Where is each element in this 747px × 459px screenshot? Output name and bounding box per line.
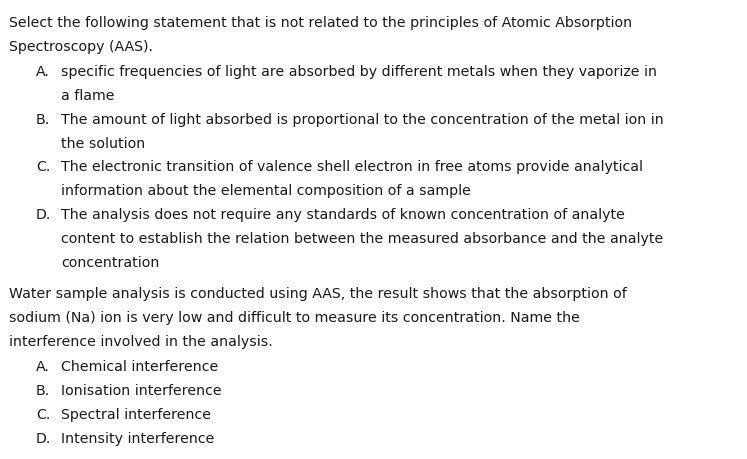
Text: Ionisation interference: Ionisation interference — [61, 384, 222, 398]
Text: B.: B. — [36, 384, 50, 398]
Text: Spectral interference: Spectral interference — [61, 408, 211, 422]
Text: Water sample analysis is conducted using AAS, the result shows that the absorpti: Water sample analysis is conducted using… — [9, 287, 627, 301]
Text: The analysis does not require any standards of known concentration of analyte: The analysis does not require any standa… — [61, 208, 625, 222]
Text: Intensity interference: Intensity interference — [61, 431, 214, 446]
Text: Select the following statement that is not related to the principles of Atomic A: Select the following statement that is n… — [9, 16, 632, 30]
Text: The amount of light absorbed is proportional to the concentration of the metal i: The amount of light absorbed is proporti… — [61, 113, 664, 127]
Text: Chemical interference: Chemical interference — [61, 360, 219, 374]
Text: D.: D. — [36, 431, 52, 446]
Text: The electronic transition of valence shell electron in free atoms provide analyt: The electronic transition of valence she… — [61, 161, 643, 174]
Text: a flame: a flame — [61, 89, 115, 103]
Text: Spectroscopy (AAS).: Spectroscopy (AAS). — [9, 40, 153, 54]
Text: sodium (Na) ion is very low and difficult to measure its concentration. Name the: sodium (Na) ion is very low and difficul… — [9, 311, 580, 325]
Text: A.: A. — [36, 65, 50, 79]
Text: concentration: concentration — [61, 256, 160, 270]
Text: specific frequencies of light are absorbed by different metals when they vaporiz: specific frequencies of light are absorb… — [61, 65, 657, 79]
Text: C.: C. — [36, 408, 50, 422]
Text: D.: D. — [36, 208, 52, 222]
Text: content to establish the relation between the measured absorbance and the analyt: content to establish the relation betwee… — [61, 232, 663, 246]
Text: C.: C. — [36, 161, 50, 174]
Text: the solution: the solution — [61, 137, 146, 151]
Text: B.: B. — [36, 113, 50, 127]
Text: A.: A. — [36, 360, 50, 374]
Text: information about the elemental composition of a sample: information about the elemental composit… — [61, 185, 471, 198]
Text: interference involved in the analysis.: interference involved in the analysis. — [9, 335, 273, 349]
